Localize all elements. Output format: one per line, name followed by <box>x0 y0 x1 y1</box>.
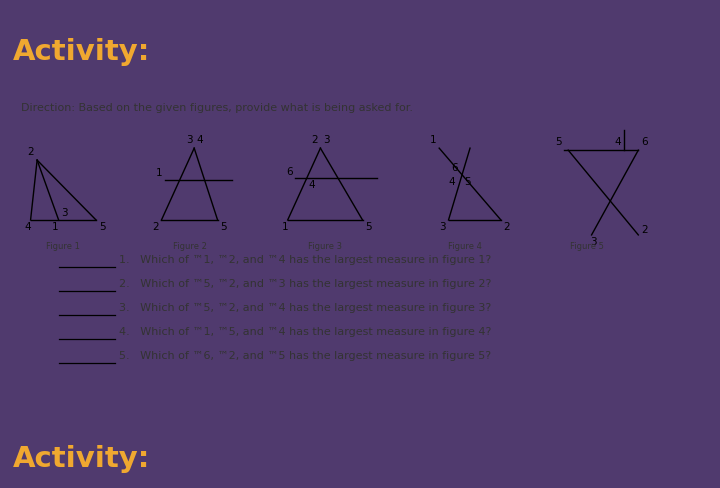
Text: 2.   Which of ™5, ™2, and ™3 has the largest measure in figure 2?: 2. Which of ™5, ™2, and ™3 has the large… <box>120 279 492 289</box>
Text: 6: 6 <box>641 137 648 147</box>
Text: Activity:: Activity: <box>13 445 150 473</box>
Text: Figure 5: Figure 5 <box>570 242 604 251</box>
Text: 5: 5 <box>99 222 105 232</box>
Text: 1: 1 <box>52 222 58 232</box>
Text: 3: 3 <box>439 222 446 232</box>
Text: 4.   Which of ™1, ™5, and ™4 has the largest measure in figure 4?: 4. Which of ™1, ™5, and ™4 has the large… <box>120 326 492 337</box>
Text: 2: 2 <box>311 135 318 145</box>
Text: Figure 3: Figure 3 <box>308 242 342 251</box>
Text: 3: 3 <box>186 135 192 145</box>
Text: 1: 1 <box>282 222 288 232</box>
Text: 4: 4 <box>196 135 203 145</box>
Text: Figure 2: Figure 2 <box>173 242 207 251</box>
Text: 5.   Which of ™6, ™2, and ™5 has the largest measure in figure 5?: 5. Which of ™6, ™2, and ™5 has the large… <box>120 350 492 361</box>
Text: 2: 2 <box>641 225 648 235</box>
Text: 3.   Which of ™5, ™2, and ™4 has the largest measure in figure 3?: 3. Which of ™5, ™2, and ™4 has the large… <box>120 303 492 313</box>
Text: 4: 4 <box>24 222 31 232</box>
Text: 6: 6 <box>286 167 292 177</box>
Text: 3: 3 <box>61 208 68 218</box>
Text: Activity:: Activity: <box>13 39 150 66</box>
Text: 1.   Which of ™1, ™2, and ™4 has the largest measure in figure 1?: 1. Which of ™1, ™2, and ™4 has the large… <box>120 255 492 265</box>
Text: 4: 4 <box>309 180 315 190</box>
Text: 3: 3 <box>323 135 330 145</box>
Text: 4: 4 <box>615 137 621 147</box>
Text: 2: 2 <box>27 147 35 157</box>
Text: 5: 5 <box>365 222 372 232</box>
Text: Direction: Based on the given figures, provide what is being asked for.: Direction: Based on the given figures, p… <box>21 103 413 113</box>
Text: 2: 2 <box>152 222 158 232</box>
Text: 1: 1 <box>156 168 163 179</box>
Text: Figure 4: Figure 4 <box>449 242 482 251</box>
Text: 5: 5 <box>220 222 227 232</box>
Text: 3: 3 <box>590 237 597 247</box>
Text: Figure 1: Figure 1 <box>46 242 80 251</box>
Text: 4: 4 <box>448 177 454 187</box>
Text: 2: 2 <box>504 222 510 232</box>
Text: 5: 5 <box>464 177 471 187</box>
Text: 1: 1 <box>430 135 436 145</box>
Text: 6: 6 <box>451 163 459 173</box>
Text: 5: 5 <box>555 137 562 147</box>
